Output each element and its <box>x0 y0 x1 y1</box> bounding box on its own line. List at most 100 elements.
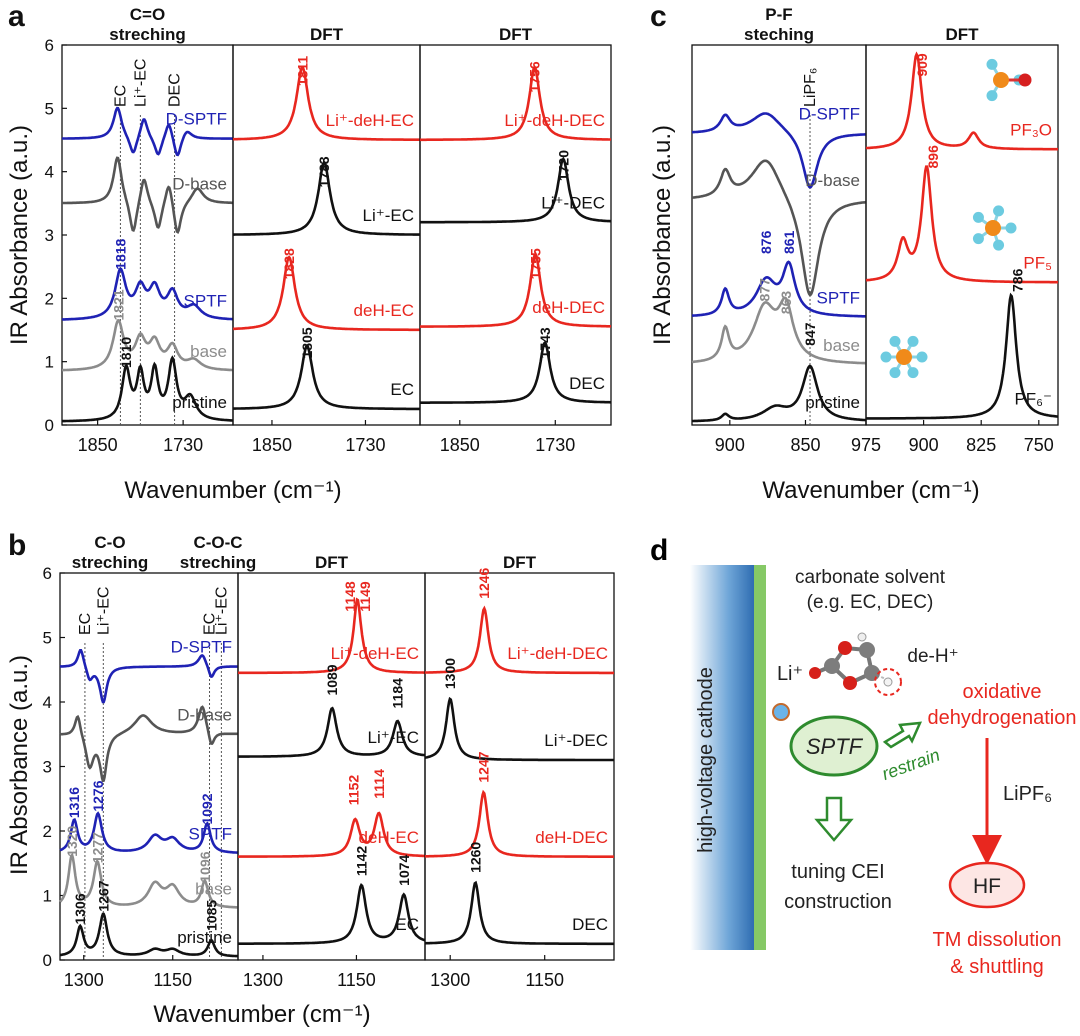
peak-annotation: 1276 <box>90 780 106 811</box>
peak-annotation: 1148 <box>342 581 358 612</box>
peak-annotation: 1277 <box>89 832 105 863</box>
fluorine-atom <box>916 351 928 363</box>
peak-annotation: 1247 <box>476 751 492 782</box>
series-line <box>865 51 1058 151</box>
peak-annotation: 1096 <box>197 851 213 882</box>
oxidative-label: oxidative <box>963 681 1042 703</box>
tuning-label: tuning CEI <box>791 861 884 883</box>
series-line <box>425 605 614 675</box>
series-label: D-SPTF <box>799 105 860 124</box>
series-line <box>424 880 614 946</box>
tuning-arrow-icon <box>814 796 854 842</box>
series-label: Li⁺-DEC <box>541 193 605 212</box>
solvent-example: (e.g. EC, DEC) <box>807 592 934 613</box>
series-line <box>866 292 1059 420</box>
subplot-title: C-O <box>94 533 125 552</box>
peak-annotation: 1267 <box>95 880 111 911</box>
series-label: Li⁺-EC <box>368 728 419 747</box>
fluorine-atom <box>889 335 901 347</box>
series-line <box>420 340 611 404</box>
series-label: SPTF <box>189 825 232 844</box>
y-tick-label: 0 <box>43 951 52 970</box>
y-tick-label: 1 <box>43 887 52 906</box>
series-label: pristine <box>177 928 232 947</box>
peak-annotation: 1149 <box>357 581 373 612</box>
series-label: deH-EC <box>354 301 414 320</box>
series-line <box>61 267 234 321</box>
pf5-molecule-icon <box>972 205 1017 251</box>
panel-label-b: b <box>8 529 26 562</box>
series-line <box>59 852 238 909</box>
series-line <box>62 318 233 372</box>
peak-annotation: 1092 <box>199 793 215 824</box>
dehydrogenation-label: dehydrogenation <box>927 707 1076 729</box>
y-tick-label: 6 <box>43 564 52 583</box>
series-label: DEC <box>572 915 608 934</box>
series-line <box>691 260 867 318</box>
x-tick-label: 1150 <box>153 970 192 990</box>
chart-panel-c: c IR Absorbance (a.u.) Wavenumber (cm⁻¹) P-… <box>649 0 1059 504</box>
panel-d-diagram: d high-voltage cathode carbonate solvent… <box>650 534 1077 978</box>
molecule-icons <box>880 58 1032 379</box>
peak-annotation: 896 <box>925 145 941 169</box>
peak-annotation: 847 <box>802 322 818 346</box>
subplot-a-3: DFT 1850 1730 Li⁺-deH-DEC Li⁺-DEC deH-DEC DEC 1… <box>419 25 612 455</box>
x-tick-label: 975 <box>851 435 881 455</box>
hf-ellipse <box>948 861 1026 909</box>
panel-label-a: a <box>8 0 25 33</box>
subplot-title: P-F <box>765 5 792 24</box>
series-line <box>238 706 426 758</box>
subplot-title-2: streching <box>180 553 257 572</box>
series-label: SPTF <box>184 292 227 311</box>
sptf-ellipse <box>789 715 879 777</box>
construction-label: construction <box>784 891 892 913</box>
series-line <box>238 883 426 945</box>
y-tick-label: 0 <box>45 416 54 435</box>
series-line <box>62 156 233 234</box>
peak-annotation: 876 <box>758 230 774 254</box>
fluorine-atom <box>972 233 984 245</box>
y-tick-label: 3 <box>43 758 52 777</box>
x-tick-label: 1300 <box>64 970 104 990</box>
peak-annotation: 1246 <box>476 567 492 598</box>
cathode-label: high-voltage cathode <box>695 667 717 853</box>
panel-label-d: d <box>650 534 668 567</box>
peak-annotation: 909 <box>914 53 930 77</box>
series-label: D-base <box>805 171 860 190</box>
x-tick-label: 825 <box>966 435 996 455</box>
solvent-label: carbonate solvent <box>795 567 946 588</box>
series-line <box>59 811 238 854</box>
subplot-title-2: C-O-C <box>193 533 242 552</box>
series-label: D-base <box>172 174 227 193</box>
peak-annotation: 1818 <box>112 238 128 269</box>
subplot-title: streching <box>109 25 186 44</box>
peak-annotation: 1756 <box>527 61 543 92</box>
series-label: base <box>190 342 227 361</box>
peak-annotation: 877 <box>757 278 773 302</box>
series-label: PF₃O <box>1010 121 1052 140</box>
fluorine-atom <box>907 367 919 379</box>
y-axis-label: IR Absorbance (a.u.) <box>6 125 33 345</box>
series-label: EC <box>390 380 414 399</box>
charts-layer: aIR Absorbance (a.u.)Wavenumber (cm⁻¹)01… <box>6 0 1059 1028</box>
series-label: Li⁺-DEC <box>544 731 608 750</box>
ec-molecule-icon <box>809 632 902 696</box>
series-line <box>59 649 238 704</box>
series-label: D-SPTF <box>171 638 232 657</box>
subplot-frame <box>865 44 1059 426</box>
series-line <box>62 106 233 157</box>
series-line <box>425 789 614 858</box>
x-tick-label: 1850 <box>440 435 480 455</box>
subplot-title: streching <box>72 553 149 572</box>
fluorine-atom <box>907 335 919 347</box>
reference-line-label: EC <box>112 85 129 107</box>
series-label: deH-DEC <box>535 828 608 847</box>
chart-panel-b: bIR Absorbance (a.u.)Wavenumber (cm⁻¹)01… <box>6 529 615 1028</box>
series-label: Li⁺-deH-EC <box>326 111 414 130</box>
fluorine-atom <box>1005 222 1017 234</box>
reference-line-label: Li⁺-EC <box>132 59 149 107</box>
phosphorus-atom <box>993 72 1009 88</box>
series-line <box>692 112 866 189</box>
series-line <box>691 159 867 297</box>
